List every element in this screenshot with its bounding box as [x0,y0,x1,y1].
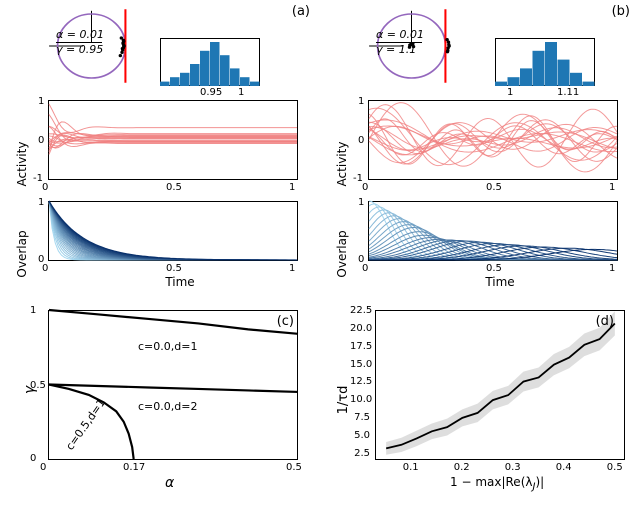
panel-c-curve-label: c=0.0,d=2 [138,400,197,413]
tick: 1 [38,197,44,208]
tick: 0 [42,263,48,274]
tick: 1 [38,96,44,107]
tick: 0 [362,263,368,274]
tick: 20.0 [350,323,370,334]
panel-a-param-box: α = 0.01 γ = 0.95 [52,26,108,60]
tick: 0.1 [403,462,419,473]
panel-d-axes [375,310,625,460]
tick: 0.5 [486,263,502,274]
tick: 0 [358,135,364,146]
panel-b-gamma: γ = 1.1 [376,43,424,57]
tick: 0 [30,453,36,464]
tick: 0.5 [166,182,182,193]
tick: 0 [42,182,48,193]
panel-b-alpha: α = 0.01 [376,28,424,42]
hist-b-tick2: 1.11 [557,87,579,98]
panel-d-ylabel: 1/τd [336,386,351,415]
tick: 0.4 [556,462,572,473]
panel-c-axes [48,310,298,460]
tick: 0.3 [505,462,521,473]
panel-b-param-box: α = 0.01 γ = 1.1 [372,26,428,60]
panel-a-activity [48,100,298,180]
tick: 0.5 [166,263,182,274]
panel-a: (a) α = 0.01 γ = 0.95 0.95 1 Activity 1 … [0,0,320,290]
panel-a-gamma: γ = 0.95 [56,43,104,57]
tick: 7.5 [350,412,370,423]
tick: 5.0 [350,430,370,441]
tick: 1 [358,96,364,107]
panel-b-label: (b) [612,4,630,19]
panel-b-overlap-xlabel: Time [475,275,525,289]
tick: 0 [362,182,368,193]
panel-c-curve-label: c=0.0,d=1 [138,340,197,353]
hist-a-tick1: 0.95 [200,87,222,98]
panel-c-xlabel: α [165,475,174,491]
panel-d-label: (d) [596,314,614,329]
tick: 1 [30,305,36,316]
tick: 0.2 [454,462,470,473]
tick: 17.5 [350,341,370,352]
hist-b-tick1: 1 [507,87,513,98]
panel-b: (b) α = 0.01 γ = 1.1 1 1.11 Activity 1 0… [320,0,640,290]
panel-a-hist: 0.95 1 [160,38,260,86]
tick: 1 [289,182,295,193]
tick: 22.5 [350,305,370,316]
tick: 0.17 [123,462,145,473]
panel-c: (c) γ 1 0.5 0 0 0.17 0.5 α c=0.0,d=1c=0.… [0,300,320,500]
panel-a-activity-ylabel: Activity [15,142,29,187]
panel-b-overlap [368,201,618,261]
panel-a-overlap-ylabel: Overlap [15,230,29,277]
tick: 0 [38,135,44,146]
tick: 0.5 [486,182,502,193]
tick: 1 [609,182,615,193]
panel-a-label: (a) [292,4,310,19]
tick: 10.0 [350,394,370,405]
tick: 2.5 [350,448,370,459]
tick: 0.5 [607,462,623,473]
tick: 1 [609,263,615,274]
panel-c-label: (c) [277,314,294,329]
panel-b-overlap-ylabel: Overlap [335,230,349,277]
panel-b-activity [368,100,618,180]
hist-a-tick2: 1 [238,87,244,98]
panel-d-xlabel: 1 − max|Re(λJ)| [450,475,544,492]
tick: 1 [358,197,364,208]
panel-a-overlap [48,201,298,261]
tick: 15.0 [350,359,370,370]
panel-b-hist: 1 1.11 [495,38,595,86]
tick: 1 [289,263,295,274]
panel-a-overlap-xlabel: Time [155,275,205,289]
panel-d: (d) 1/τd 2.5 5.0 7.5 10.0 12.5 15.0 17.5 20.0 22… [320,300,640,500]
tick: 0.5 [286,462,302,473]
tick: 0 [40,462,46,473]
panel-a-alpha: α = 0.01 [56,28,104,42]
tick: 0.5 [30,380,46,391]
tick: 12.5 [350,376,370,387]
panel-b-activity-ylabel: Activity [335,142,349,187]
